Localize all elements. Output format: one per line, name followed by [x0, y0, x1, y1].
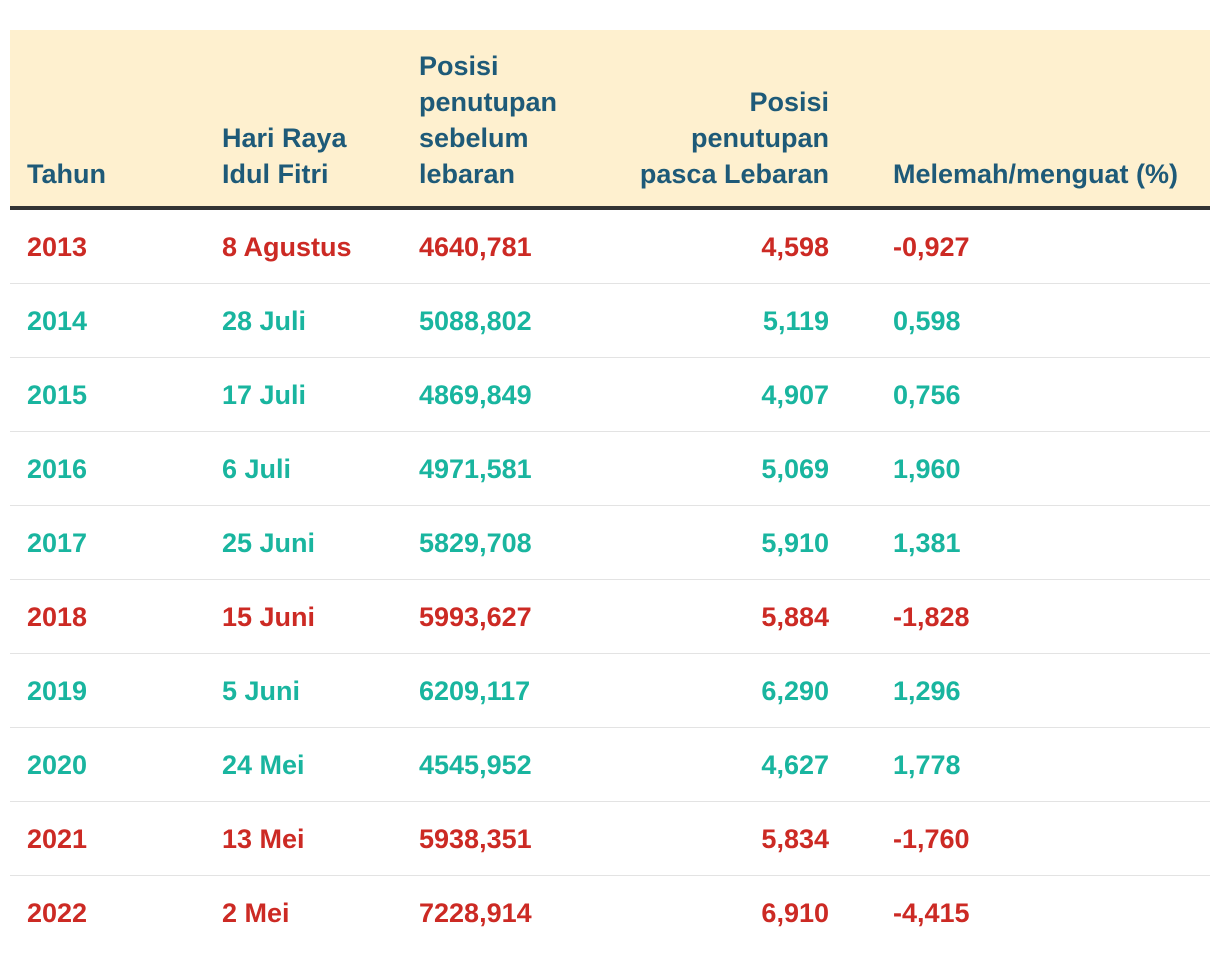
cell-posisi-pasca: 6,290	[761, 676, 829, 706]
table-body: 2013 8 Agustus 4640,781 4,598 -0,927 2014 28 J…	[10, 210, 1210, 949]
cell-posisi-pasca: 4,598	[761, 232, 829, 262]
cell-melemah-menguat: 1,778	[893, 750, 961, 780]
header-tahun: Tahun	[27, 159, 106, 189]
cell-hari-raya: 24 Mei	[222, 750, 305, 780]
table-row: 2014 28 Juli 5088,802 5,119 0,598	[10, 284, 1210, 358]
header-melemah-menguat: Melemah/menguat (%)	[893, 159, 1179, 189]
header-hari-raya: Hari Raya Idul Fitri	[222, 123, 347, 189]
cell-tahun: 2015	[27, 380, 88, 410]
cell-melemah-menguat: 1,296	[893, 676, 961, 706]
cell-tahun: 2022	[27, 898, 88, 928]
table-row: 2020 24 Mei 4545,952 4,627 1,778	[10, 728, 1210, 802]
cell-hari-raya: 8 Agustus	[222, 232, 352, 262]
cell-melemah-menguat: -0,927	[893, 232, 970, 262]
cell-posisi-sebelum: 5938,351	[419, 824, 532, 854]
cell-tahun: 2017	[27, 528, 88, 558]
cell-posisi-pasca: 5,884	[761, 602, 829, 632]
cell-posisi-pasca: 5,910	[761, 528, 829, 558]
data-table: Tahun Hari Raya Idul Fitri Posisi penutu…	[10, 30, 1210, 949]
cell-tahun: 2021	[27, 824, 88, 854]
table-row: 2015 17 Juli 4869,849 4,907 0,756	[10, 358, 1210, 432]
cell-posisi-sebelum: 4640,781	[419, 232, 532, 262]
table-row: 2016 6 Juli 4971,581 5,069 1,960	[10, 432, 1210, 506]
cell-hari-raya: 15 Juni	[222, 602, 316, 632]
cell-hari-raya: 6 Juli	[222, 454, 292, 484]
cell-melemah-menguat: -4,415	[893, 898, 970, 928]
cell-posisi-sebelum: 7228,914	[419, 898, 532, 928]
cell-hari-raya: 28 Juli	[222, 306, 307, 336]
cell-posisi-sebelum: 4971,581	[419, 454, 532, 484]
cell-tahun: 2019	[27, 676, 88, 706]
cell-tahun: 2018	[27, 602, 88, 632]
cell-melemah-menguat: 0,598	[893, 306, 961, 336]
cell-posisi-pasca: 5,834	[761, 824, 829, 854]
cell-melemah-menguat: -1,828	[893, 602, 970, 632]
cell-hari-raya: 5 Juni	[222, 676, 301, 706]
table-row: 2013 8 Agustus 4640,781 4,598 -0,927	[10, 210, 1210, 284]
cell-posisi-sebelum: 4545,952	[419, 750, 532, 780]
table-row: 2019 5 Juni 6209,117 6,290 1,296	[10, 654, 1210, 728]
cell-posisi-sebelum: 5088,802	[419, 306, 532, 336]
cell-posisi-pasca: 5,069	[761, 454, 829, 484]
cell-posisi-pasca: 4,907	[761, 380, 829, 410]
cell-hari-raya: 25 Juni	[222, 528, 316, 558]
cell-melemah-menguat: 0,756	[893, 380, 961, 410]
cell-melemah-menguat: 1,960	[893, 454, 961, 484]
cell-tahun: 2020	[27, 750, 88, 780]
header-posisi-pasca: Posisi penutupan pasca Lebaran	[639, 87, 829, 189]
cell-posisi-pasca: 4,627	[761, 750, 829, 780]
table-row: 2021 13 Mei 5938,351 5,834 -1,760	[10, 802, 1210, 876]
cell-melemah-menguat: -1,760	[893, 824, 970, 854]
table-row: 2017 25 Juni 5829,708 5,910 1,381	[10, 506, 1210, 580]
cell-posisi-sebelum: 5829,708	[419, 528, 532, 558]
cell-hari-raya: 2 Mei	[222, 898, 290, 928]
cell-melemah-menguat: 1,381	[893, 528, 961, 558]
cell-hari-raya: 13 Mei	[222, 824, 305, 854]
cell-posisi-pasca: 5,119	[762, 306, 829, 336]
cell-posisi-sebelum: 5993,627	[419, 602, 532, 632]
table-row: 2018 15 Juni 5993,627 5,884 -1,828	[10, 580, 1210, 654]
header-posisi-sebelum: Posisi penutupan sebelum lebaran	[419, 51, 557, 189]
cell-tahun: 2016	[27, 454, 88, 484]
cell-tahun: 2013	[27, 232, 88, 262]
table-header: Tahun Hari Raya Idul Fitri Posisi penutu…	[10, 30, 1210, 210]
cell-tahun: 2014	[27, 306, 88, 336]
cell-posisi-pasca: 6,910	[761, 898, 829, 928]
cell-posisi-sebelum: 4869,849	[419, 380, 532, 410]
cell-posisi-sebelum: 6209,117	[419, 676, 531, 706]
cell-hari-raya: 17 Juli	[222, 380, 307, 410]
table-row: 2022 2 Mei 7228,914 6,910 -4,415	[10, 876, 1210, 949]
